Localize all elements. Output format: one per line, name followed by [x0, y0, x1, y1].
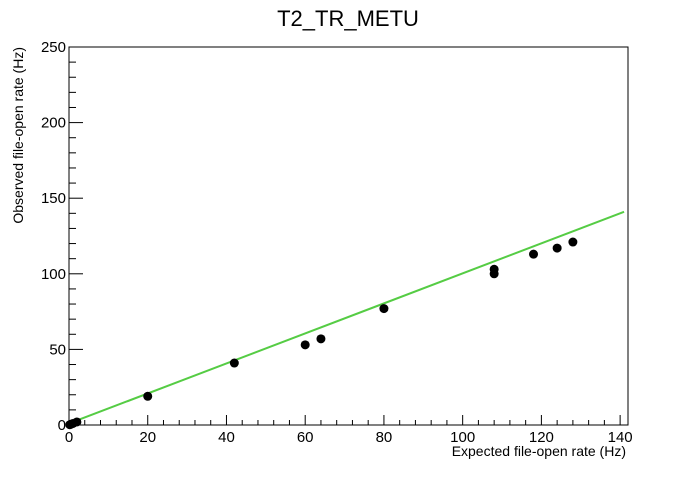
x-tick-label: 80: [376, 429, 393, 446]
data-point: [143, 391, 153, 401]
x-axis: 0 20 40 60 80 100 120 140: [65, 415, 633, 446]
x-tick-label: 20: [139, 429, 156, 446]
x-tick-label: 0: [65, 429, 73, 446]
y-tick-label: 150: [41, 190, 66, 207]
x-tick-label: 60: [297, 429, 314, 446]
data-point: [552, 243, 562, 253]
data-point: [300, 340, 310, 350]
y-tick-label: 100: [41, 266, 66, 283]
data-point: [568, 237, 578, 247]
data-point: [489, 264, 499, 274]
x-tick-label: 100: [450, 429, 475, 446]
plot-frame: [68, 46, 629, 426]
fit-line: [68, 210, 625, 425]
y-axis-title: Observed file-open rate (Hz): [10, 47, 26, 224]
data-point: [229, 358, 239, 368]
chart-title: T2_TR_METU: [277, 6, 419, 31]
data-point: [316, 334, 326, 344]
data-point: [72, 417, 82, 427]
data-point: [379, 304, 389, 314]
y-tick-label: 250: [41, 39, 66, 56]
y-axis: 0 50 100 150 200 250: [41, 39, 83, 434]
y-tick-label: 50: [49, 341, 66, 358]
x-tick-label: 140: [608, 429, 633, 446]
x-tick-label: 40: [218, 429, 235, 446]
fit-line-layer: [68, 210, 625, 425]
data-point: [529, 249, 539, 259]
data-points: [65, 237, 578, 430]
x-axis-title: Expected file-open rate (Hz): [452, 443, 626, 459]
y-tick-label: 0: [58, 417, 66, 434]
x-tick-label: 120: [529, 429, 554, 446]
y-tick-label: 200: [41, 115, 66, 132]
